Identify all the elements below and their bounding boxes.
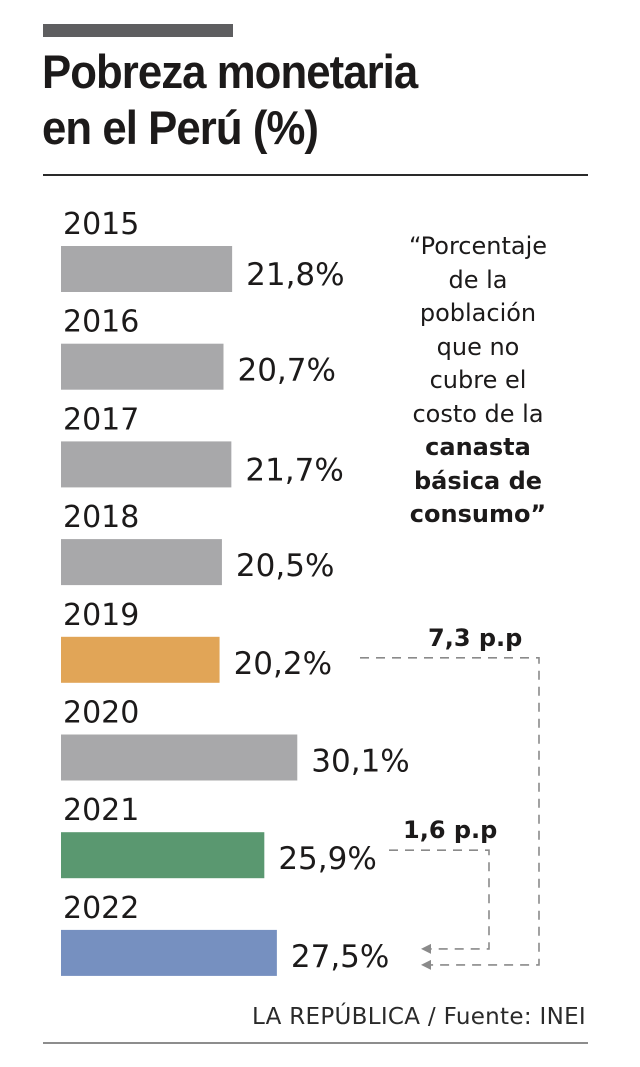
category-label: 2018	[63, 500, 139, 535]
value-label: 30,1%	[311, 744, 409, 780]
quote-bold-line: básica de	[413, 466, 543, 495]
quote-line: cubre el	[429, 366, 527, 394]
bar-group-2021: 2021 25,9%	[61, 793, 377, 879]
quote-line: que no	[436, 332, 520, 361]
category-label: 2021	[63, 793, 139, 828]
bar-2022	[61, 929, 277, 976]
dashed-connector-line	[389, 849, 490, 950]
bar-group-2020: 2020 30,1%	[61, 696, 410, 781]
arrowhead-icon	[421, 943, 431, 954]
value-label: 20,7%	[237, 353, 335, 389]
footer-divider	[43, 1042, 588, 1044]
bar-group-2022: 2022 27,5%	[61, 891, 389, 976]
bar-2015	[61, 246, 233, 292]
category-label: 2016	[63, 305, 139, 340]
value-label: 21,8%	[246, 257, 344, 293]
change-annotation-label: 7,3 p.p	[428, 624, 522, 652]
value-label: 25,9%	[278, 841, 376, 877]
quote-line: población	[419, 299, 537, 327]
definition-quote: “Porcentaje de la población que no cubre…	[378, 230, 578, 532]
bar-2016	[61, 343, 224, 390]
category-label: 2019	[63, 598, 139, 633]
value-label: 20,5%	[236, 548, 334, 584]
change-connector-2: 1,6 p.p	[389, 816, 497, 954]
change-connector-1: 7,3 p.p	[360, 624, 540, 970]
bar-2021	[61, 832, 265, 879]
bar-2019	[61, 636, 220, 683]
connectors-layer: 7,3 p.p 1,6 p.p	[360, 624, 540, 970]
bar-group-2016: 2016 20,7%	[61, 305, 336, 390]
header-accent-bar	[43, 24, 233, 37]
dashed-connector-line	[360, 657, 540, 966]
title-line-2: en el Perú (%)	[42, 101, 319, 154]
chart-title: Pobreza monetaria en el Perú (%)	[42, 44, 563, 156]
quote-line: costo de la	[412, 399, 544, 428]
bar-2017	[61, 441, 232, 488]
bar-2020	[61, 734, 298, 781]
quote-bold-line: consumo”	[409, 500, 547, 528]
bar-group-2015: 2015 21,8%	[61, 207, 345, 293]
bar-group-2019: 2019 20,2%	[61, 598, 332, 683]
quote-line: de la	[448, 265, 508, 294]
change-annotation-label: 1,6 p.p	[403, 816, 497, 844]
category-label: 2020	[63, 696, 139, 731]
value-label: 21,7%	[245, 452, 343, 488]
value-label: 27,5%	[291, 939, 389, 975]
value-label: 20,2%	[234, 646, 332, 682]
title-line-1: Pobreza monetaria	[42, 45, 418, 98]
category-label: 2015	[63, 207, 139, 242]
quote-bold-line: canasta	[425, 433, 531, 461]
source-credit: LA REPÚBLICA / Fuente: INEI	[251, 1004, 586, 1030]
arrowhead-icon	[421, 959, 431, 970]
bars-layer: 2015 21,8% 2016 20,7% 2017 21,7% 2018 20,5% 2019…	[61, 207, 410, 976]
category-label: 2017	[63, 402, 139, 437]
bar-2018	[61, 539, 222, 586]
bar-group-2018: 2018 20,5%	[61, 500, 334, 586]
quote-line: “Porcentaje	[408, 232, 548, 260]
category-label: 2022	[63, 891, 139, 926]
bar-group-2017: 2017 21,7%	[61, 402, 344, 488]
title-divider	[43, 174, 588, 176]
